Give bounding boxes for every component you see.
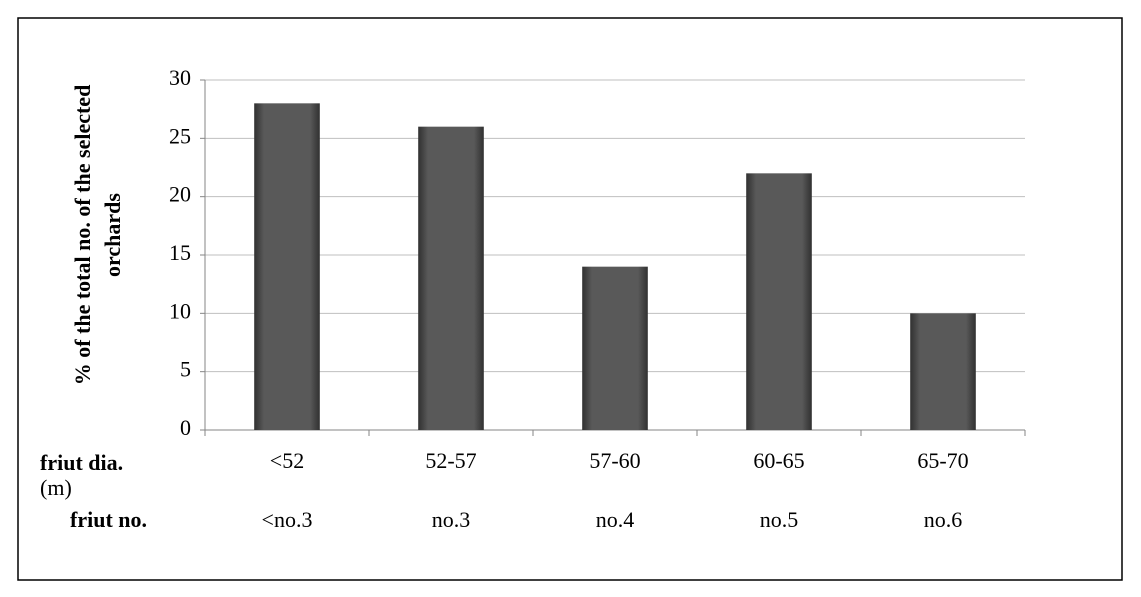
y-tick-label: 25 xyxy=(169,123,191,148)
x-label: (m) xyxy=(40,475,72,500)
y-label: % of the total no. of the selected orcha… xyxy=(70,85,125,386)
bar xyxy=(746,173,812,431)
second-row-label: no.4 xyxy=(596,507,635,532)
bar xyxy=(582,266,648,430)
second-row-label: no.5 xyxy=(760,507,799,532)
second-row-label: no.6 xyxy=(924,507,963,532)
y-tick-label: 20 xyxy=(169,182,191,207)
x-tick-label: 60-65 xyxy=(753,448,804,473)
y-tick-label: 5 xyxy=(180,357,191,382)
y-tick-label: 0 xyxy=(180,415,191,440)
x-label: friut dia. xyxy=(40,450,123,475)
x-tick-label: <52 xyxy=(270,448,304,473)
bar xyxy=(418,126,484,431)
bar xyxy=(254,103,320,430)
second-row-label: no.3 xyxy=(432,507,471,532)
y-label-line: orchards xyxy=(100,193,125,277)
second-row-label: friut no. xyxy=(70,507,147,532)
second-row-label: <no.3 xyxy=(262,507,313,532)
y-tick-label: 10 xyxy=(169,298,191,323)
chart-border xyxy=(17,17,1123,581)
x-tick-label: 52-57 xyxy=(425,448,476,473)
y-tick-label: 30 xyxy=(169,65,191,90)
bar xyxy=(910,313,976,430)
y-label-line: % of the total no. of the selected xyxy=(70,85,95,386)
y-tick-label: 15 xyxy=(169,240,191,265)
x-tick-label: 57-60 xyxy=(589,448,640,473)
x-tick-label: 65-70 xyxy=(917,448,968,473)
